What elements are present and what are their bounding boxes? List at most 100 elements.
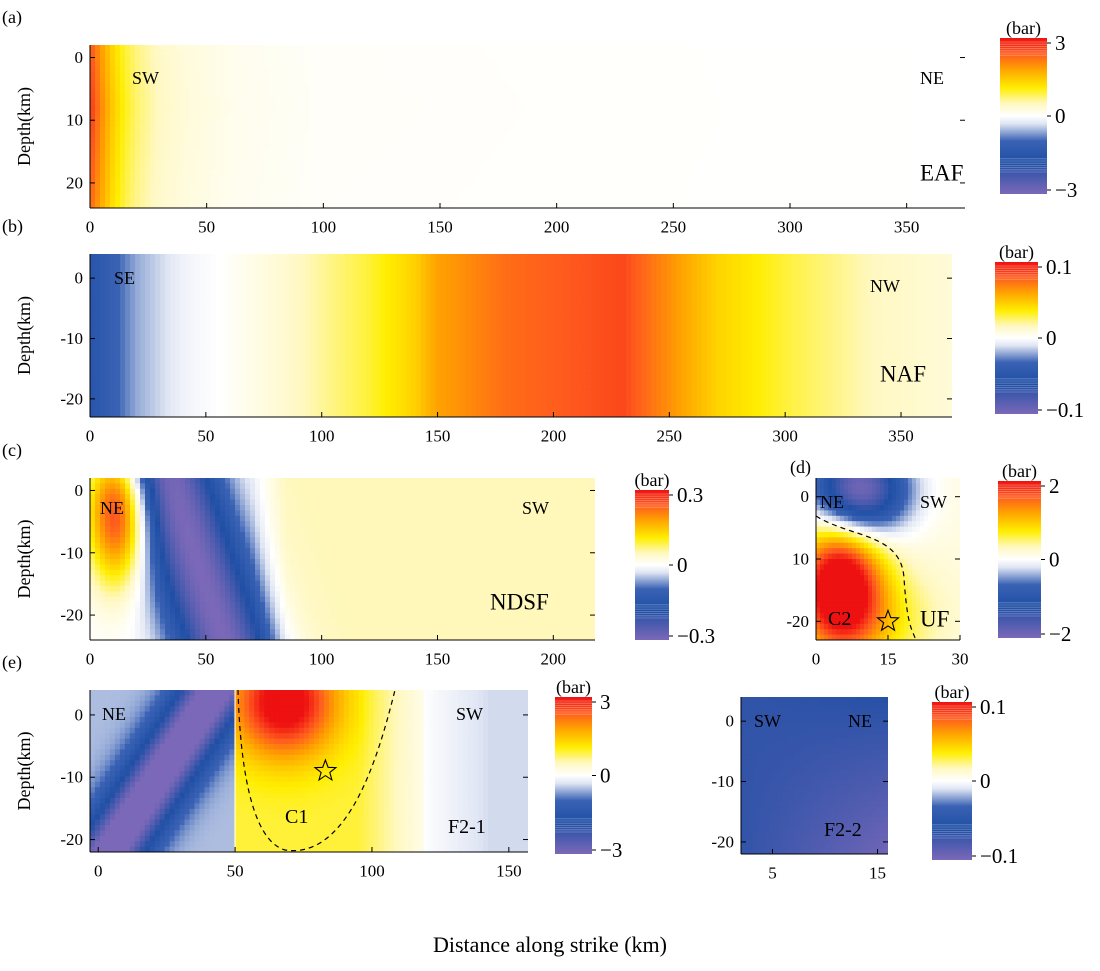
x-tick-label: 200 — [541, 650, 567, 669]
colorbar-tick-label: 0.1 — [980, 695, 1006, 719]
colorbar-gradient — [555, 697, 592, 854]
x-tick-label: 200 — [544, 218, 570, 237]
colorbar-tick-label: −3 — [600, 838, 622, 862]
y-tick-label: -10 — [60, 329, 83, 348]
y-tick-label: -20 — [60, 606, 83, 625]
colorbar: (bar) 0.3 0 −0.3 — [635, 470, 716, 648]
direction-label-left: SW — [132, 68, 159, 88]
y-tick-label: -20 — [60, 389, 83, 408]
x-tick-label: 50 — [197, 650, 214, 669]
panel-ndsf: 0 50 100 150 200 0 -10 -20 Depth(km) (c) NE SW NDSF (… — [2, 440, 715, 669]
y-tick-label: 10 — [792, 550, 809, 569]
panel-label: (a) — [2, 7, 22, 28]
x-tick-label: 0 — [812, 650, 821, 669]
direction-label-left: SW — [754, 711, 781, 731]
y-tick-label: 0 — [75, 269, 84, 288]
panel-eaf: 0 50 100 150 200 250 300 350 0 10 20 Depth(km) (a) SW… — [2, 7, 1077, 237]
panel-naf: 0 50 100 150 200 250 300 350 0 -10 -20 Depth(km) (b)… — [2, 216, 1084, 446]
x-tick-label: 350 — [888, 427, 914, 446]
x-tick-label: 150 — [496, 862, 522, 881]
x-tick-label: 100 — [311, 218, 337, 237]
heatmap-field — [741, 697, 888, 854]
x-tick-label: 200 — [541, 427, 567, 446]
fault-name-label: F2-1 — [448, 816, 486, 838]
colorbar-gradient — [932, 702, 972, 860]
colorbar-gradient — [995, 262, 1038, 414]
colorbar: (bar) 0.1 0 −0.1 — [932, 682, 1018, 868]
heatmap-field — [90, 478, 595, 640]
y-tick-label: -20 — [786, 612, 809, 631]
y-tick-label: 0 — [75, 705, 84, 724]
direction-label-right: NW — [870, 276, 900, 296]
colorbar-tick-label: 0 — [1055, 104, 1066, 128]
fault-name-label: F2-2 — [824, 819, 862, 841]
panel-label: (e) — [2, 652, 22, 673]
colorbar-tick-label: −0.3 — [677, 624, 715, 648]
x-tick-label: 100 — [309, 650, 335, 669]
x-tick-label: 50 — [198, 218, 215, 237]
y-tick-label: 0 — [75, 481, 84, 500]
x-tick-label: 350 — [894, 218, 920, 237]
y-tick-label: 20 — [66, 173, 83, 192]
fault-name-label: UF — [920, 607, 949, 632]
colorbar-tick-label: 2 — [1049, 474, 1060, 498]
shared-x-axis-label: Distance along strike (km) — [433, 932, 667, 957]
direction-label-left: NE — [102, 704, 126, 724]
colorbar-tick-label: 0 — [677, 553, 688, 577]
colorbar-tick-label: 3 — [1055, 31, 1066, 55]
y-axis-label: Depth(km) — [14, 732, 35, 811]
y-tick-label: 0 — [75, 48, 84, 67]
colorbar-tick-label: 0.1 — [1046, 255, 1072, 279]
heatmap-field — [90, 690, 528, 852]
panel-label: (c) — [2, 440, 22, 461]
x-tick-label: 0 — [86, 427, 95, 446]
colorbar-tick-label: −2 — [1049, 622, 1071, 646]
colorbar-tick-label: 0 — [1046, 326, 1057, 350]
colorbar-tick-label: 3 — [600, 690, 611, 714]
x-tick-label: 50 — [227, 862, 244, 881]
direction-label-right: NE — [848, 711, 872, 731]
y-tick-label: -10 — [60, 768, 83, 787]
y-tick-label: -10 — [711, 772, 734, 791]
colorbar-gradient — [998, 481, 1041, 638]
x-tick-label: 250 — [661, 218, 687, 237]
x-tick-label: 0 — [94, 862, 103, 881]
x-tick-label: 150 — [425, 650, 451, 669]
y-tick-label: 10 — [66, 111, 83, 130]
colorbar-tick-label: 0.3 — [677, 483, 703, 507]
x-tick-label: 50 — [197, 427, 214, 446]
fault-name-label: NDSF — [490, 590, 549, 615]
colorbar-unit-label: (bar) — [1002, 461, 1037, 482]
colorbar-tick-label: −0.1 — [1046, 398, 1084, 422]
x-tick-label: 0 — [86, 650, 95, 669]
heatmap-field — [90, 45, 965, 208]
colorbar-tick-label: 0 — [600, 764, 611, 788]
y-axis-label: Depth(km) — [14, 520, 35, 599]
y-axis-label: Depth(km) — [14, 296, 35, 375]
direction-label-left: NE — [820, 492, 844, 512]
panel-f2-2: 5 15 0 -10 -20 SW NE F2-2 (bar) 0.1 0 −0.1 — [711, 682, 1018, 883]
colorbar: (bar) 3 0 −3 — [1000, 18, 1077, 202]
direction-label-left: SE — [114, 268, 135, 288]
x-tick-label: 5 — [768, 864, 777, 883]
panel-f2-1: 0 50 100 150 0 -10 -20 Depth(km) (e) NE SW F2-1 C1 (b… — [2, 652, 622, 881]
colorbar-gradient — [635, 490, 669, 640]
x-tick-label: 300 — [777, 218, 803, 237]
colorbar-gradient — [1000, 38, 1047, 194]
colorbar-tick-label: −0.1 — [980, 844, 1018, 868]
x-tick-label: 30 — [952, 650, 969, 669]
colorbar: (bar) 2 0 −2 — [998, 461, 1071, 646]
direction-label-left: NE — [100, 498, 124, 518]
panel-label: (d) — [790, 457, 811, 478]
panel-label: (b) — [2, 216, 23, 237]
epicenter-star-icon — [313, 758, 338, 782]
x-tick-label: 100 — [309, 427, 335, 446]
y-tick-label: -20 — [60, 830, 83, 849]
epicenter-star-icon — [875, 608, 901, 632]
asperity-label: C1 — [285, 806, 308, 828]
direction-label-right: SW — [522, 498, 549, 518]
contour-line — [237, 689, 396, 852]
x-tick-label: 300 — [772, 427, 798, 446]
colorbar-tick-label: 0 — [980, 769, 991, 793]
